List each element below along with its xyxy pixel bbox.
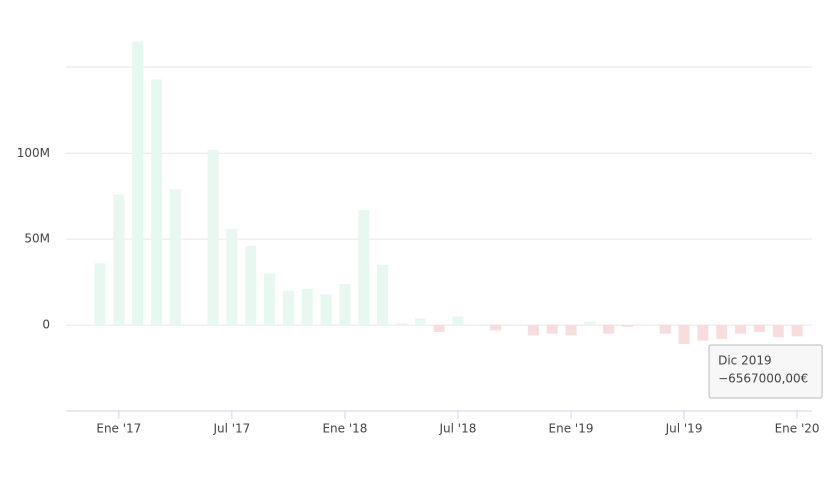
x-tick-label: Ene '20 xyxy=(775,422,820,436)
bar xyxy=(282,290,294,326)
bar xyxy=(377,264,389,326)
bar xyxy=(546,325,558,334)
x-tick-label: Jul '19 xyxy=(665,422,703,436)
y-tick-label: 50M xyxy=(24,232,50,246)
y-tick-label: 0 xyxy=(42,318,50,332)
bar xyxy=(395,323,407,326)
bar xyxy=(132,41,144,326)
bar xyxy=(603,325,615,334)
bar xyxy=(113,194,125,326)
bar xyxy=(735,325,747,334)
bar xyxy=(245,246,257,326)
bar xyxy=(301,289,313,326)
bar xyxy=(772,325,784,338)
bar xyxy=(490,325,502,331)
bar xyxy=(94,263,106,326)
tooltip-value: −6567000,00€ xyxy=(718,372,808,386)
bar xyxy=(433,325,445,332)
bar xyxy=(622,325,634,327)
x-tick-label: Ene '17 xyxy=(96,422,141,436)
x-tick-label: Ene '18 xyxy=(322,422,367,436)
bar xyxy=(358,209,370,326)
bar xyxy=(226,228,238,326)
bar xyxy=(207,149,219,326)
bar xyxy=(169,189,181,326)
bar xyxy=(151,79,163,326)
tooltip: Dic 2019 −6567000,00€ xyxy=(708,344,823,399)
bar xyxy=(339,283,351,326)
x-tick-label: Jul '18 xyxy=(439,422,477,436)
tooltip-box xyxy=(708,344,823,399)
bar xyxy=(716,325,728,339)
bar xyxy=(791,325,803,337)
bar xyxy=(678,325,690,344)
bar xyxy=(452,316,464,326)
bar xyxy=(527,325,539,336)
bar xyxy=(565,325,577,336)
bar xyxy=(320,294,332,326)
y-tick-label: 100M xyxy=(17,146,50,160)
bar xyxy=(414,318,426,326)
x-tick-label: Ene '19 xyxy=(549,422,594,436)
x-tick-label: Jul '17 xyxy=(212,422,250,436)
bar xyxy=(264,273,276,326)
bar xyxy=(659,325,671,334)
bar xyxy=(753,325,765,332)
bar xyxy=(584,321,596,326)
tooltip-title: Dic 2019 xyxy=(718,354,772,368)
bar xyxy=(697,325,709,341)
